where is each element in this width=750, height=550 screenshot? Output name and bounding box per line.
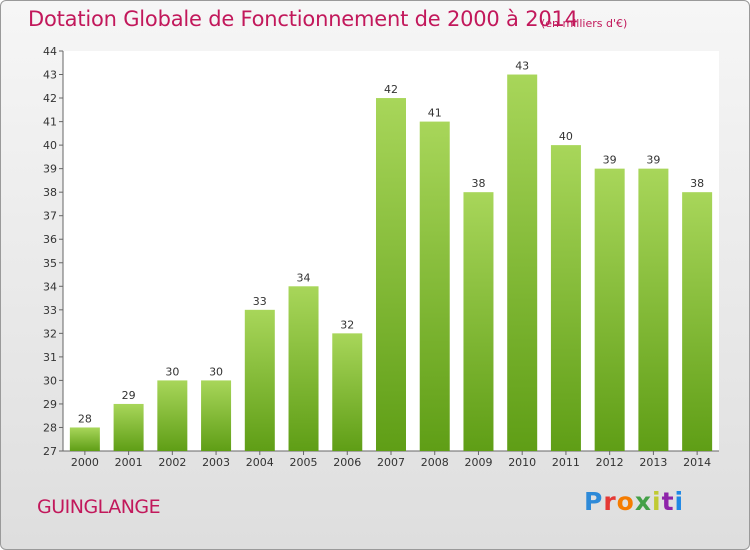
y-tick-label: 36: [43, 233, 57, 246]
y-tick-label: 40: [43, 139, 57, 152]
data-label: 33: [253, 295, 267, 308]
x-tick-label: 2001: [115, 456, 143, 469]
x-tick-label: 2004: [246, 456, 274, 469]
bar: [682, 192, 713, 452]
y-tick-label: 37: [43, 210, 57, 223]
data-label: 39: [603, 154, 617, 167]
bar: [113, 403, 144, 451]
chart-title: Dotation Globale de Fonctionnement de 20…: [28, 7, 578, 31]
logo-letter: t: [661, 487, 675, 516]
bar: [463, 192, 494, 452]
logo-letter: x: [634, 487, 652, 516]
data-label: 41: [428, 107, 442, 120]
proxiti-logo: Proxiti: [584, 487, 684, 516]
x-tick-label: 2006: [333, 456, 361, 469]
y-tick-label: 44: [43, 45, 57, 58]
logo-letter: i: [674, 487, 685, 516]
data-label: 30: [165, 365, 179, 378]
bar: [244, 309, 275, 451]
data-label: 32: [340, 318, 354, 331]
y-tick-label: 43: [43, 69, 57, 82]
x-tick-label: 2007: [377, 456, 405, 469]
x-tick-label: 2012: [596, 456, 624, 469]
x-tick-label: 2008: [421, 456, 449, 469]
y-tick-label: 31: [43, 351, 57, 364]
x-tick-label: 2010: [508, 456, 536, 469]
x-tick-label: 2002: [158, 456, 186, 469]
x-tick-label: 2003: [202, 456, 230, 469]
data-label: 28: [78, 412, 92, 425]
data-label: 34: [297, 271, 311, 284]
y-tick-label: 32: [43, 327, 57, 340]
data-label: 40: [559, 130, 573, 143]
x-tick-label: 2009: [464, 456, 492, 469]
bar: [419, 121, 450, 452]
y-tick-label: 34: [43, 280, 57, 293]
logo-letter: r: [603, 487, 617, 516]
logo-letter: i: [652, 487, 662, 516]
y-tick-label: 27: [43, 445, 57, 458]
bar: [376, 98, 406, 451]
data-label: 39: [646, 154, 660, 167]
y-tick-label: 35: [43, 257, 57, 270]
bar: [507, 74, 538, 451]
logo-letter: P: [584, 487, 604, 516]
bar: [288, 286, 319, 451]
bar: [69, 427, 100, 451]
y-tick-label: 42: [43, 92, 57, 105]
y-tick-label: 28: [43, 421, 57, 434]
bar: [550, 145, 581, 451]
data-label: 38: [690, 177, 704, 190]
data-label: 29: [122, 389, 136, 402]
logo-letter: o: [616, 487, 635, 516]
bar: [201, 380, 232, 451]
data-label: 42: [384, 83, 398, 96]
x-tick-label: 2011: [552, 456, 580, 469]
x-tick-label: 2005: [290, 456, 318, 469]
bar: [157, 380, 188, 451]
commune-name: GUINGLANGE: [37, 496, 161, 518]
bar: [594, 168, 625, 451]
data-label: 38: [471, 177, 485, 190]
bar: [638, 168, 669, 451]
x-tick-label: 2000: [71, 456, 99, 469]
y-tick-label: 30: [43, 374, 57, 387]
unit-note: (en milliers d'€): [541, 17, 628, 30]
data-label: 43: [515, 60, 529, 73]
y-tick-label: 41: [43, 116, 57, 129]
bar: [332, 333, 363, 451]
y-tick-label: 39: [43, 163, 57, 176]
x-tick-label: 2013: [639, 456, 667, 469]
x-tick-label: 2014: [683, 456, 711, 469]
y-tick-label: 29: [43, 398, 57, 411]
y-tick-label: 33: [43, 304, 57, 317]
data-label: 30: [209, 365, 223, 378]
y-tick-label: 38: [43, 186, 57, 199]
